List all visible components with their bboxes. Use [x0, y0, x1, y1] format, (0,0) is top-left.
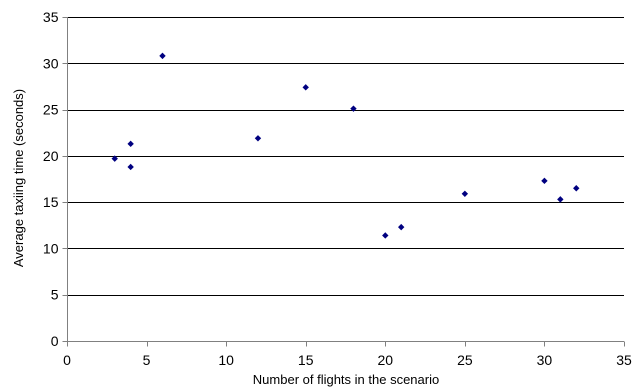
data-point-12 [557, 196, 564, 203]
y-tick-label-25: 25 [43, 102, 59, 118]
y-tick-label-5: 5 [51, 287, 59, 303]
x-tick-label-10: 10 [218, 352, 234, 368]
y-tick-label-20: 20 [43, 148, 59, 164]
data-point-7 [350, 105, 357, 112]
y-tick-label-10: 10 [43, 240, 59, 256]
x-tick-label-5: 5 [143, 352, 151, 368]
data-point-5 [254, 135, 262, 142]
data-point-13 [573, 185, 580, 192]
y-axis-label: Average taxiing time (seconds) [11, 89, 26, 267]
x-tick-label-20: 20 [377, 352, 393, 368]
x-tick-label-30: 30 [537, 352, 553, 368]
data-point-6 [302, 84, 309, 91]
axes [62, 17, 625, 347]
x-tick-label-25: 25 [457, 352, 473, 368]
data-point-1 [111, 155, 118, 162]
x-tick-label-35: 35 [616, 352, 632, 368]
data-point-9 [398, 223, 405, 231]
gridlines [67, 17, 624, 296]
data-point-3 [127, 163, 134, 171]
x-axis-label: Number of flights in the scenario [253, 372, 439, 387]
data-point-4 [159, 52, 166, 60]
tick-labels: 0 5 10 15 20 25 30 35 0 5 10 15 20 25 30 35 [43, 9, 632, 368]
data-point-8 [382, 232, 389, 239]
y-tick-label-35: 35 [43, 9, 59, 25]
data-point-2 [127, 140, 134, 148]
data-point-11 [541, 177, 548, 185]
x-tick-label-15: 15 [298, 352, 314, 368]
data-points [111, 52, 580, 239]
y-tick-label-30: 30 [43, 55, 59, 71]
data-point-10 [461, 190, 469, 198]
y-tick-label-0: 0 [51, 333, 59, 349]
y-tick-label-15: 15 [43, 194, 59, 210]
x-tick-label-0: 0 [63, 352, 71, 368]
